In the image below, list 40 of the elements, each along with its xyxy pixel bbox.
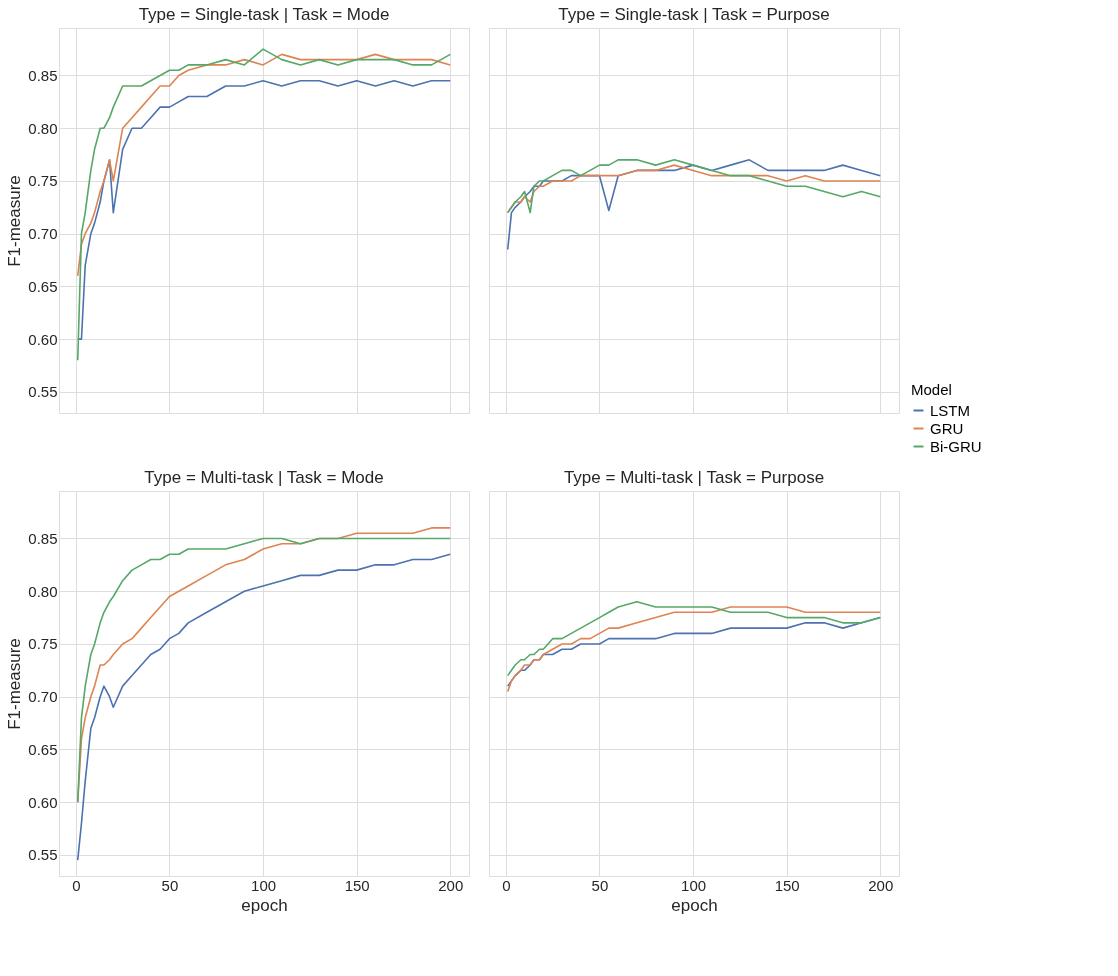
x-tick-label: 0 bbox=[502, 876, 511, 894]
legend-label: GRU bbox=[930, 419, 964, 437]
chart-title: Type = Single-task | Task = Purpose bbox=[558, 5, 830, 24]
y-tick-label: 0.55 bbox=[28, 846, 58, 864]
y-tick-label: 0.65 bbox=[28, 277, 58, 295]
y-tick-label: 0.60 bbox=[28, 793, 58, 811]
x-tick-label: 50 bbox=[161, 876, 179, 894]
chart-title: Type = Multi-task | Task = Mode bbox=[144, 468, 384, 487]
y-tick-label: 0.70 bbox=[28, 688, 58, 706]
x-tick-label: 150 bbox=[774, 876, 800, 894]
x-axis-title: epoch bbox=[671, 895, 718, 915]
x-tick-label: 100 bbox=[251, 876, 277, 894]
chart-title: Type = Single-task | Task = Mode bbox=[138, 5, 390, 24]
y-tick-label: 0.85 bbox=[28, 66, 58, 84]
y-tick-label: 0.75 bbox=[28, 172, 58, 190]
legend-label: Bi-GRU bbox=[930, 437, 982, 455]
x-axis-title: epoch bbox=[241, 895, 288, 915]
x-tick-label: 100 bbox=[681, 876, 707, 894]
x-tick-label: 150 bbox=[344, 876, 370, 894]
y-tick-label: 0.65 bbox=[28, 740, 58, 758]
x-tick-label: 200 bbox=[868, 876, 894, 894]
x-tick-label: 200 bbox=[438, 876, 464, 894]
y-tick-label: 0.80 bbox=[28, 582, 58, 600]
y-tick-label: 0.80 bbox=[28, 119, 58, 137]
line-series bbox=[76, 553, 452, 861]
y-axis-title: F1-measure bbox=[5, 175, 25, 267]
x-tick-label: 50 bbox=[591, 876, 609, 894]
y-tick-label: 0.85 bbox=[28, 529, 58, 547]
y-tick-label: 0.75 bbox=[28, 635, 58, 653]
line-series bbox=[76, 79, 452, 340]
line-series bbox=[76, 48, 452, 362]
line-series bbox=[76, 53, 452, 277]
y-tick-label: 0.60 bbox=[28, 330, 58, 348]
y-axis-title: F1-measure bbox=[5, 638, 25, 730]
legend-title: Model bbox=[911, 381, 952, 398]
x-tick-label: 0 bbox=[72, 876, 81, 894]
y-tick-label: 0.55 bbox=[28, 383, 58, 401]
y-tick-label: 0.70 bbox=[28, 225, 58, 243]
legend-label: LSTM bbox=[930, 401, 971, 419]
chart-title: Type = Multi-task | Task = Purpose bbox=[563, 468, 825, 487]
